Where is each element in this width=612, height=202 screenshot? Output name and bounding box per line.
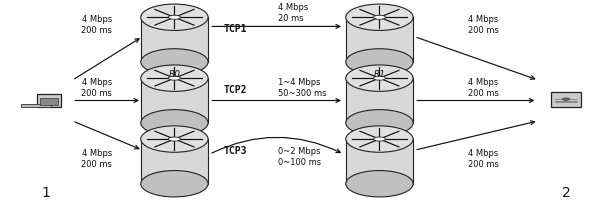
Text: 4 Mbps
200 ms: 4 Mbps 200 ms [468, 78, 499, 98]
Text: 4 Mbps
200 ms: 4 Mbps 200 ms [81, 15, 112, 35]
Text: TCP2: TCP2 [223, 85, 247, 95]
Circle shape [373, 137, 386, 141]
Ellipse shape [346, 126, 413, 153]
Ellipse shape [346, 66, 413, 92]
Text: 1: 1 [42, 185, 50, 199]
Text: 0~2 Mbps
0~100 ms: 0~2 Mbps 0~100 ms [278, 146, 321, 167]
Ellipse shape [141, 49, 208, 76]
Bar [346, 18, 413, 63]
Text: 1~4 Mbps
50~300 ms: 1~4 Mbps 50~300 ms [278, 78, 327, 98]
Text: 4 Mbps
200 ms: 4 Mbps 200 ms [468, 148, 499, 169]
Bar [141, 18, 208, 63]
Ellipse shape [346, 5, 413, 31]
Ellipse shape [141, 171, 208, 197]
Circle shape [168, 77, 181, 81]
Circle shape [168, 16, 181, 20]
Ellipse shape [346, 171, 413, 197]
Circle shape [168, 137, 181, 141]
Circle shape [373, 77, 386, 81]
Ellipse shape [141, 110, 208, 136]
Bar [346, 79, 413, 123]
Circle shape [373, 16, 386, 20]
Text: R0: R0 [168, 70, 181, 79]
Text: 2: 2 [562, 185, 570, 199]
Bar [141, 139, 208, 184]
Ellipse shape [141, 5, 208, 31]
Text: 4 Mbps
20 ms: 4 Mbps 20 ms [278, 3, 308, 23]
Ellipse shape [346, 49, 413, 76]
Text: R1: R1 [373, 70, 386, 79]
Text: TCP1: TCP1 [223, 24, 247, 34]
Bar [346, 139, 413, 184]
Ellipse shape [346, 110, 413, 136]
Bar [37, 94, 61, 108]
Text: TCP3: TCP3 [223, 145, 247, 156]
Text: 4 Mbps
200 ms: 4 Mbps 200 ms [81, 148, 112, 169]
Ellipse shape [141, 126, 208, 153]
Bar [21, 104, 51, 107]
Bar [551, 93, 581, 108]
Text: 4 Mbps
200 ms: 4 Mbps 200 ms [468, 15, 499, 35]
Bar [40, 99, 58, 106]
Ellipse shape [141, 66, 208, 92]
Bar [141, 79, 208, 123]
Circle shape [562, 98, 570, 101]
Text: 4 Mbps
200 ms: 4 Mbps 200 ms [81, 78, 112, 98]
